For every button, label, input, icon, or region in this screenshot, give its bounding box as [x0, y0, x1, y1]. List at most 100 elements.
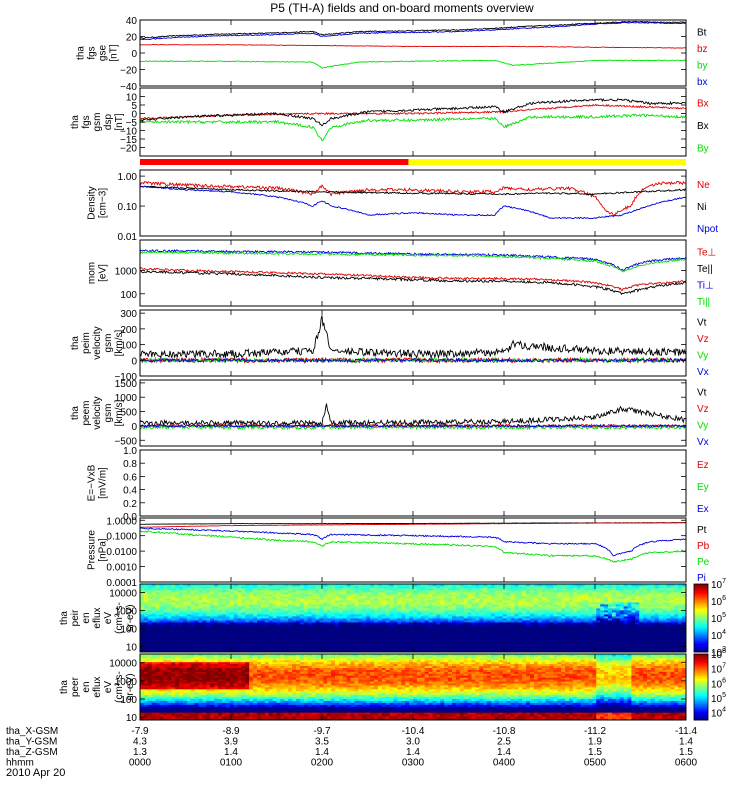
- heatmap-cell: [350, 638, 355, 641]
- heatmap-cell: [194, 616, 199, 619]
- heatmap-cell: [537, 594, 543, 597]
- heatmap-cell: [171, 592, 176, 595]
- heatmap-cell: [405, 616, 410, 619]
- heatmap-cell: [557, 590, 562, 593]
- heatmap-cell: [432, 584, 437, 587]
- heatmap-cell: [389, 624, 394, 627]
- heatmap-cell: [576, 644, 582, 647]
- heatmap-cell: [159, 592, 164, 595]
- heatmap-cell: [424, 604, 429, 607]
- heatmap-cell: [635, 592, 640, 595]
- heatmap-cell: [299, 634, 305, 637]
- heatmap-cell: [366, 618, 371, 621]
- heatmap-cell: [233, 650, 238, 653]
- heatmap-cell: [229, 600, 234, 603]
- heatmap-cell: [233, 648, 238, 651]
- heatmap-cell: [385, 608, 390, 611]
- heatmap-cell: [619, 646, 624, 649]
- heatmap-cell: [206, 636, 211, 639]
- heatmap-cell: [272, 600, 277, 603]
- heatmap-cell: [611, 590, 617, 593]
- heatmap-cell: [190, 610, 195, 613]
- heatmap-cell: [206, 608, 211, 611]
- heatmap-cell: [385, 620, 390, 623]
- heatmap-cell: [315, 596, 320, 599]
- heatmap-cell: [140, 594, 145, 597]
- heatmap-cell: [229, 602, 234, 605]
- heatmap-cell: [362, 638, 367, 641]
- heatmap-cell: [237, 642, 242, 645]
- heatmap-cell: [190, 606, 195, 609]
- heatmap-cell: [385, 594, 390, 597]
- heatmap-cell: [280, 622, 285, 625]
- heatmap-cell: [475, 626, 480, 629]
- heatmap-cell: [619, 634, 624, 637]
- heatmap-cell: [186, 644, 192, 647]
- heatmap-cell: [432, 610, 437, 613]
- heatmap-cell: [487, 630, 492, 633]
- heatmap-cell: [643, 640, 648, 643]
- heatmap-cell: [487, 590, 492, 593]
- heatmap-cell: [319, 624, 324, 627]
- heatmap-cell: [194, 640, 199, 643]
- heatmap-cell: [506, 646, 511, 649]
- heatmap-cell: [483, 616, 488, 619]
- heatmap-cell: [159, 646, 164, 649]
- heatmap-cell: [405, 600, 410, 603]
- heatmap-cell: [299, 586, 305, 589]
- heatmap-cell: [151, 640, 156, 643]
- heatmap-cell: [428, 588, 433, 591]
- heatmap-cell: [147, 586, 153, 589]
- heatmap-cell: [440, 626, 445, 629]
- panel-8: tha peir en eflux eV (cm²-s-sr-eV)10310410510…: [59, 578, 726, 659]
- heatmap-cell: [455, 636, 461, 639]
- heatmap-cell: [299, 610, 305, 613]
- heatmap-cell: [569, 638, 574, 641]
- heatmap-cell: [163, 618, 168, 621]
- heatmap-cell: [342, 644, 348, 647]
- heatmap-cell: [557, 602, 562, 605]
- heatmap-cell: [514, 634, 519, 637]
- heatmap-cell: [401, 600, 406, 603]
- heatmap-cell: [631, 622, 636, 625]
- heatmap-cell: [502, 596, 507, 599]
- heatmap-cell: [619, 620, 624, 623]
- heatmap-cell: [654, 616, 660, 619]
- heatmap-cell: [561, 632, 566, 635]
- heatmap-cell: [214, 604, 219, 607]
- heatmap-cell: [389, 616, 394, 619]
- heatmap-cell: [296, 630, 301, 633]
- heatmap-cell: [260, 640, 266, 643]
- heatmap-cell: [670, 592, 675, 595]
- heatmap-cell: [292, 596, 297, 599]
- heatmap-cell: [498, 586, 504, 589]
- heatmap-cell: [362, 622, 367, 625]
- heatmap-cell: [658, 644, 663, 647]
- heatmap-cell: [674, 648, 679, 651]
- heatmap-cell: [518, 638, 523, 641]
- heatmap-cell: [611, 600, 617, 603]
- heatmap-cell: [179, 610, 184, 613]
- heatmap-cell: [307, 600, 312, 603]
- heatmap-cell: [182, 586, 188, 589]
- heatmap-cell: [245, 638, 250, 641]
- heatmap-cell: [284, 632, 289, 635]
- heatmap-cell: [245, 606, 250, 609]
- heatmap-cell: [643, 646, 648, 649]
- heatmap-cell: [218, 636, 223, 639]
- heatmap-cell: [299, 606, 305, 609]
- heatmap-cell: [140, 620, 145, 623]
- heatmap-cell: [393, 630, 398, 633]
- heatmap-cell: [143, 600, 149, 603]
- heatmap-cell: [182, 600, 188, 603]
- heatmap-cell: [245, 596, 250, 599]
- heatmap-cell: [401, 590, 406, 593]
- heatmap-cell: [229, 588, 234, 591]
- heatmap-cell: [420, 626, 426, 629]
- heatmap-cell: [471, 648, 476, 651]
- heatmap-cell: [553, 622, 558, 625]
- heatmap-cell: [584, 604, 589, 607]
- heatmap-cell: [272, 602, 277, 605]
- heatmap-cell: [206, 620, 211, 623]
